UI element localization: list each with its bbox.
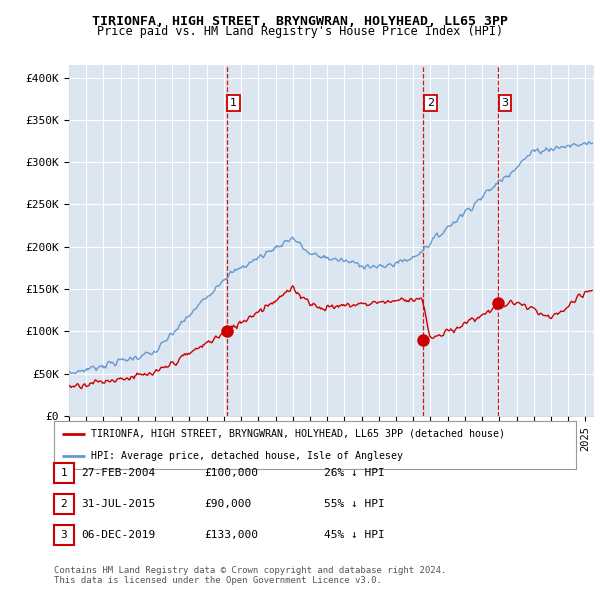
- Text: £90,000: £90,000: [204, 499, 251, 509]
- Text: 1: 1: [61, 468, 67, 478]
- Text: £100,000: £100,000: [204, 468, 258, 478]
- Text: 3: 3: [502, 98, 508, 108]
- Text: 3: 3: [61, 530, 67, 539]
- Text: £133,000: £133,000: [204, 530, 258, 539]
- Text: Price paid vs. HM Land Registry's House Price Index (HPI): Price paid vs. HM Land Registry's House …: [97, 25, 503, 38]
- Text: 1: 1: [230, 98, 237, 108]
- Text: HPI: Average price, detached house, Isle of Anglesey: HPI: Average price, detached house, Isle…: [91, 451, 403, 461]
- Text: TIRIONFA, HIGH STREET, BRYNGWRAN, HOLYHEAD, LL65 3PP: TIRIONFA, HIGH STREET, BRYNGWRAN, HOLYHE…: [92, 15, 508, 28]
- Text: 31-JUL-2015: 31-JUL-2015: [81, 499, 155, 509]
- Text: 2: 2: [427, 98, 434, 108]
- Text: TIRIONFA, HIGH STREET, BRYNGWRAN, HOLYHEAD, LL65 3PP (detached house): TIRIONFA, HIGH STREET, BRYNGWRAN, HOLYHE…: [91, 429, 505, 439]
- Text: 27-FEB-2004: 27-FEB-2004: [81, 468, 155, 478]
- Text: 06-DEC-2019: 06-DEC-2019: [81, 530, 155, 539]
- Text: Contains HM Land Registry data © Crown copyright and database right 2024.
This d: Contains HM Land Registry data © Crown c…: [54, 566, 446, 585]
- Text: 45% ↓ HPI: 45% ↓ HPI: [324, 530, 385, 539]
- Text: 55% ↓ HPI: 55% ↓ HPI: [324, 499, 385, 509]
- Text: 2: 2: [61, 499, 67, 509]
- Text: 26% ↓ HPI: 26% ↓ HPI: [324, 468, 385, 478]
